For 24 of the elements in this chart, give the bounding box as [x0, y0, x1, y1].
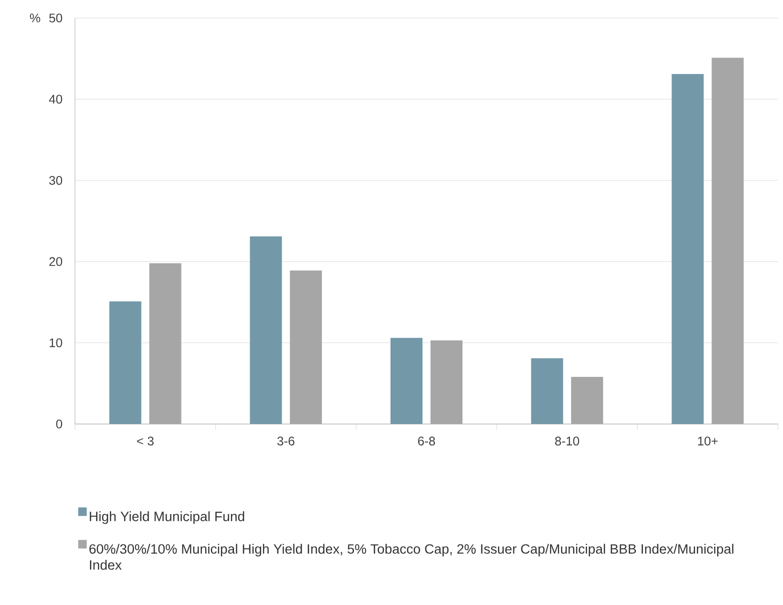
y-tick-label: 10 — [50, 338, 62, 348]
y-tick-label: 30 — [49, 176, 62, 185]
y-tick-label: 0 — [56, 420, 62, 428]
x-tick-label: 10+ — [698, 436, 718, 446]
legend-label: 60%/30%/10% Municipal High Yield Index, 5% Tobacco Cap, 2% Issuer Cap/Municipal BBB Index/Municipal Index — [89, 544, 734, 570]
legend-label: High Yield Municipal Fund — [90, 511, 244, 524]
bar — [109, 301, 142, 424]
y-axis-title: % — [30, 14, 40, 22]
bar — [531, 358, 564, 424]
bar — [250, 236, 282, 424]
x-tick-label: 8-10 — [555, 436, 580, 446]
y-tick-label: 50 — [49, 14, 62, 22]
x-tick-label: < 3 — [137, 436, 154, 446]
bar — [571, 376, 604, 424]
bar — [430, 340, 463, 424]
y-tick-label: 40 — [49, 94, 62, 104]
bar — [672, 74, 704, 424]
bar — [390, 338, 423, 424]
bar — [290, 270, 322, 424]
bar — [712, 58, 744, 424]
y-tick-label: 20 — [49, 257, 62, 266]
x-tick-label: 6-8 — [418, 436, 435, 446]
bar — [149, 263, 182, 424]
x-tick-label: 3-6 — [277, 436, 294, 446]
